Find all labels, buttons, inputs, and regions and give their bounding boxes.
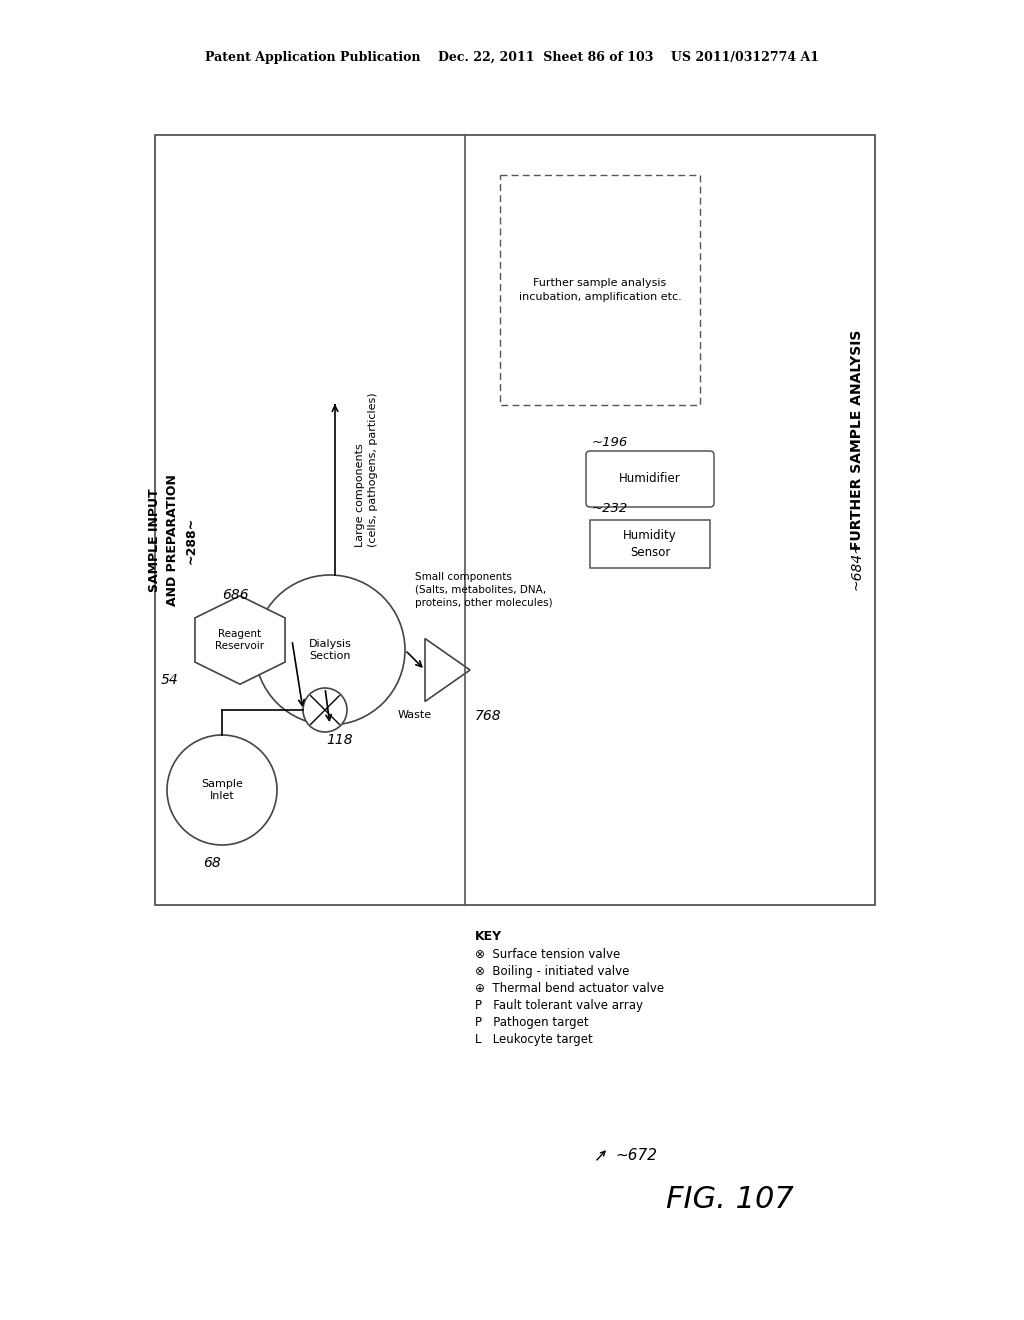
FancyBboxPatch shape	[586, 451, 714, 507]
Text: SAMPLE INPUT
AND PREPARATION
~288~: SAMPLE INPUT AND PREPARATION ~288~	[148, 474, 198, 606]
Text: 68: 68	[203, 855, 221, 870]
Text: ~196: ~196	[592, 437, 629, 450]
Text: Sample
Inlet: Sample Inlet	[201, 779, 243, 801]
Text: FURTHER SAMPLE ANALYSIS: FURTHER SAMPLE ANALYSIS	[850, 330, 864, 550]
Text: ⊗  Surface tension valve: ⊗ Surface tension valve	[475, 948, 621, 961]
Text: Reagent
Reservoir: Reagent Reservoir	[215, 628, 264, 651]
Text: ~232: ~232	[592, 502, 629, 515]
Text: Dialysis
Section: Dialysis Section	[308, 639, 351, 661]
Text: Small components
(Salts, metabolites, DNA,
proteins, other molecules): Small components (Salts, metabolites, DN…	[415, 572, 553, 609]
Polygon shape	[195, 595, 285, 684]
Text: ⊕  Thermal bend actuator valve: ⊕ Thermal bend actuator valve	[475, 982, 665, 995]
Polygon shape	[425, 639, 470, 701]
Text: Humidity
Sensor: Humidity Sensor	[624, 529, 677, 558]
Text: Patent Application Publication    Dec. 22, 2011  Sheet 86 of 103    US 2011/0312: Patent Application Publication Dec. 22, …	[205, 51, 819, 65]
Circle shape	[167, 735, 278, 845]
Text: ~672: ~672	[615, 1147, 657, 1163]
Text: 54: 54	[161, 673, 179, 686]
Bar	[500, 176, 700, 405]
Text: Waste: Waste	[398, 710, 432, 721]
Text: KEY: KEY	[475, 931, 502, 942]
Text: P   Fault tolerant valve array: P Fault tolerant valve array	[475, 999, 643, 1012]
Bar	[155, 135, 874, 906]
Bar	[590, 520, 710, 568]
Text: FIG. 107: FIG. 107	[667, 1185, 794, 1214]
Text: ⊗  Boiling - initiated valve: ⊗ Boiling - initiated valve	[475, 965, 630, 978]
Text: ~684~: ~684~	[850, 540, 864, 590]
Text: 686: 686	[221, 587, 248, 602]
Text: 118: 118	[327, 733, 353, 747]
Text: Further sample analysis
incubation, amplification etc.: Further sample analysis incubation, ampl…	[518, 279, 681, 301]
Text: Humidifier: Humidifier	[620, 473, 681, 486]
Ellipse shape	[255, 576, 406, 725]
Text: P   Pathogen target: P Pathogen target	[475, 1016, 589, 1030]
Text: 768: 768	[475, 709, 502, 722]
Text: L   Leukocyte target: L Leukocyte target	[475, 1034, 593, 1045]
Circle shape	[303, 688, 347, 733]
Text: Large components
(cells, pathogens, particles): Large components (cells, pathogens, part…	[355, 392, 378, 548]
